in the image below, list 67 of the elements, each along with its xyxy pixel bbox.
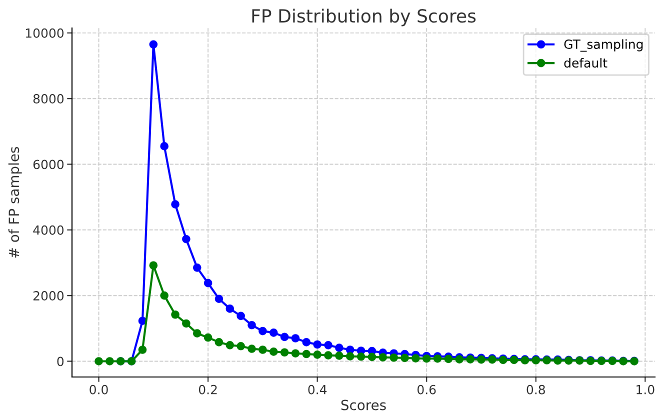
point bbox=[324, 340, 332, 350]
point bbox=[313, 350, 322, 359]
point bbox=[291, 349, 300, 358]
point bbox=[149, 40, 158, 49]
point bbox=[390, 353, 398, 362]
point bbox=[280, 332, 289, 342]
x-tick-label: 0.0 bbox=[90, 384, 108, 394]
point bbox=[248, 320, 256, 330]
point bbox=[258, 326, 267, 336]
point bbox=[160, 291, 169, 300]
point bbox=[433, 354, 442, 363]
point bbox=[171, 310, 180, 319]
y-tick-label: 2000 bbox=[33, 291, 64, 301]
point bbox=[149, 261, 158, 270]
point bbox=[412, 354, 420, 362]
point bbox=[236, 342, 245, 350]
point bbox=[444, 354, 453, 364]
point bbox=[236, 312, 245, 320]
x-tick-label: 0.6 bbox=[417, 384, 436, 394]
point bbox=[182, 234, 190, 244]
legend-label: GT_sampling bbox=[564, 39, 643, 52]
legend-label: default bbox=[564, 58, 608, 68]
point bbox=[302, 350, 311, 358]
point bbox=[94, 357, 103, 366]
point bbox=[335, 351, 344, 360]
x-tick-label: 0.8 bbox=[526, 384, 545, 394]
point bbox=[302, 338, 311, 346]
point bbox=[171, 200, 180, 208]
x-axis-title: Scores bbox=[341, 400, 386, 410]
y-tick-label: 0 bbox=[57, 356, 64, 366]
point bbox=[106, 357, 114, 366]
point bbox=[346, 352, 354, 360]
point bbox=[291, 334, 300, 342]
point bbox=[324, 351, 332, 360]
point bbox=[214, 338, 224, 346]
point bbox=[368, 352, 376, 362]
x-tick-label: 0.2 bbox=[198, 384, 217, 394]
x-tick-label: 0.4 bbox=[308, 384, 327, 394]
point bbox=[313, 340, 322, 349]
point bbox=[182, 319, 190, 328]
y-tick-label: 8000 bbox=[33, 94, 64, 104]
point bbox=[192, 264, 202, 272]
point bbox=[258, 346, 267, 354]
point bbox=[248, 344, 256, 353]
point bbox=[269, 348, 278, 356]
point bbox=[346, 346, 354, 354]
y-axis-title: # of FP samples bbox=[8, 146, 22, 258]
x-tick-label: 1.0 bbox=[636, 384, 654, 394]
point bbox=[400, 354, 409, 362]
point bbox=[226, 340, 234, 350]
point bbox=[214, 294, 224, 304]
point bbox=[204, 333, 212, 342]
y-tick-label: 10000 bbox=[26, 28, 64, 38]
point bbox=[422, 354, 431, 363]
y-tick-label: 6000 bbox=[33, 160, 64, 170]
point bbox=[160, 142, 169, 150]
point bbox=[335, 344, 344, 352]
point bbox=[356, 352, 366, 361]
point bbox=[226, 304, 234, 313]
point bbox=[204, 278, 212, 288]
y-tick-label: 4000 bbox=[33, 225, 64, 235]
point bbox=[280, 348, 289, 357]
point bbox=[378, 353, 388, 362]
point bbox=[192, 329, 202, 338]
point bbox=[269, 328, 278, 337]
chart-title: FP Distribution by Scores bbox=[252, 8, 476, 26]
point bbox=[138, 346, 147, 354]
